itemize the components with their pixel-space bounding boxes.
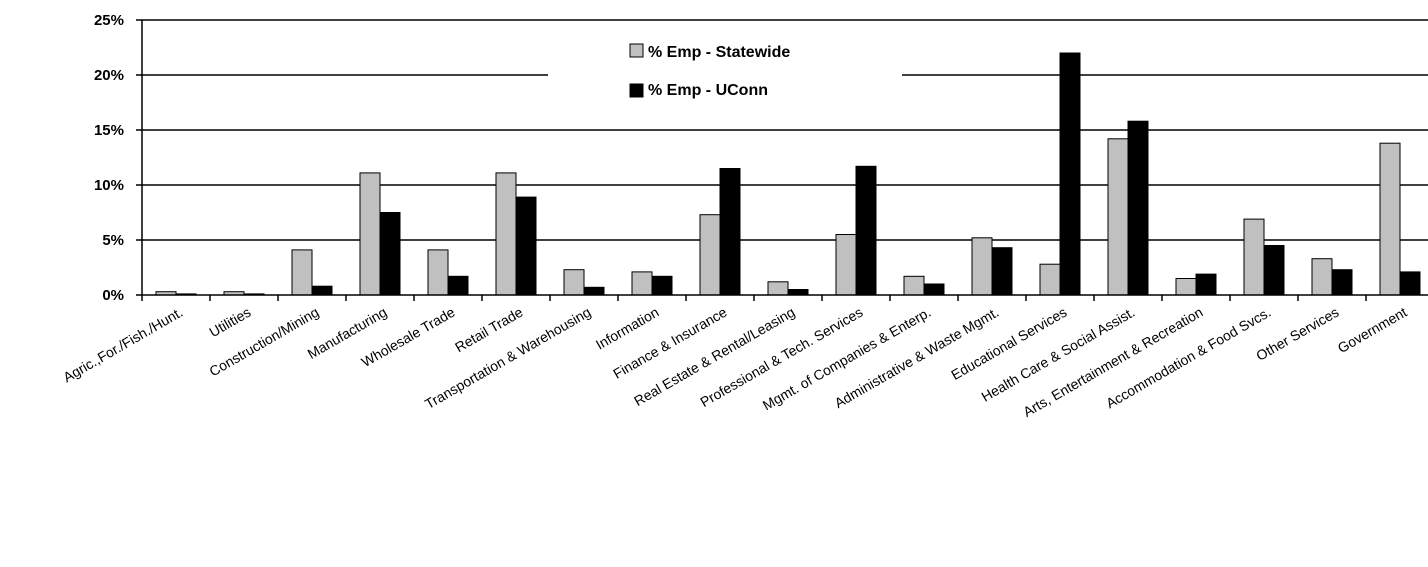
bar-uconn xyxy=(719,168,741,296)
legend: % Emp - Statewide % Emp - UConn xyxy=(548,30,902,110)
bar-statewide xyxy=(563,269,585,296)
bar-uconn xyxy=(1059,52,1081,296)
bar-uconn xyxy=(515,196,537,296)
legend-label-statewide: % Emp - Statewide xyxy=(648,44,790,61)
bar-statewide xyxy=(1175,278,1197,296)
bar-uconn xyxy=(1195,273,1217,296)
x-category-label: Educational Services xyxy=(948,304,1069,383)
bar-uconn xyxy=(1127,120,1149,296)
bar-uconn xyxy=(379,212,401,296)
x-axis-labels: Agric.,For./Fish./Hunt. UtilitiesConstruc… xyxy=(60,304,1409,420)
x-category-label: Construction/Mining xyxy=(206,304,321,380)
y-tick-label: 15% xyxy=(94,122,124,139)
bar-statewide xyxy=(1243,218,1265,296)
x-category-label: Government xyxy=(1335,304,1410,356)
x-category-label: Finance & Insurance xyxy=(610,304,729,382)
bar-statewide xyxy=(427,249,449,296)
bar-statewide xyxy=(359,172,381,296)
bar-uconn xyxy=(1263,245,1285,296)
bar-statewide xyxy=(835,234,857,296)
bar-statewide xyxy=(971,237,993,296)
y-tick-label: 10% xyxy=(94,177,124,194)
y-axis-ticks: 0% 5% 10% 15% 20% 25% xyxy=(94,12,142,304)
bar-statewide xyxy=(1379,142,1401,296)
legend-label-uconn: % Emp - UConn xyxy=(648,82,768,99)
bar-uconn xyxy=(651,275,673,296)
axes xyxy=(141,20,1428,301)
bar-uconn xyxy=(923,283,945,296)
bar-statewide xyxy=(291,249,313,296)
gridlines xyxy=(142,19,1428,241)
bar-statewide xyxy=(631,271,653,296)
bar-statewide xyxy=(1107,138,1129,296)
bar-statewide xyxy=(699,214,721,296)
bar-statewide xyxy=(1311,258,1333,296)
bar-uconn xyxy=(311,285,333,296)
bar-statewide xyxy=(1039,263,1061,296)
bar-statewide xyxy=(903,275,925,296)
bar-uconn xyxy=(855,165,877,296)
bar-uconn xyxy=(583,286,605,296)
bar-uconn xyxy=(447,275,469,296)
x-category-label: Agric.,For./Fish./Hunt. xyxy=(60,304,185,386)
y-tick-label: 20% xyxy=(94,67,124,84)
bar-statewide xyxy=(767,281,789,296)
bars xyxy=(155,52,1421,296)
bar-uconn xyxy=(787,289,809,296)
bar-uconn xyxy=(991,247,1013,296)
bar-uconn xyxy=(1331,269,1353,296)
legend-swatch-statewide xyxy=(629,43,644,58)
legend-background xyxy=(548,30,902,110)
legend-swatch-uconn xyxy=(629,83,644,98)
y-tick-label: 0% xyxy=(102,287,124,304)
y-tick-label: 25% xyxy=(94,12,124,29)
bar-statewide xyxy=(495,172,517,296)
x-category-label: Utilities xyxy=(206,304,253,340)
bar-uconn xyxy=(1399,271,1421,296)
y-tick-label: 5% xyxy=(102,232,124,249)
